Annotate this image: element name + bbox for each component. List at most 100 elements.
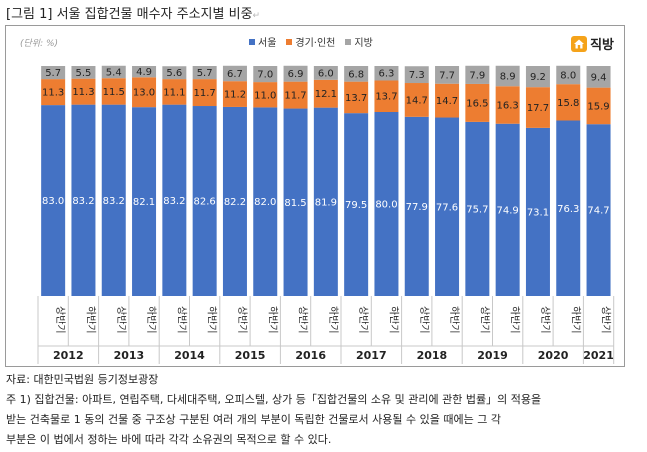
legend-label-other: 지방: [354, 38, 373, 49]
data-label-seoul: 77.6: [436, 202, 458, 213]
bar-segment-other: [556, 65, 581, 85]
bar-segment-gyeonggi: [495, 86, 520, 124]
bar-segment-seoul: [71, 104, 96, 296]
bar-segment-gyeonggi: [41, 79, 66, 106]
category-label: 상반기: [54, 306, 66, 334]
paragraph-mark: ↵: [252, 11, 261, 21]
data-label-other: 6.3: [378, 69, 394, 80]
bar-segment-seoul: [132, 107, 157, 296]
legend-item-other: 지방: [345, 34, 373, 49]
bar-segment-seoul: [556, 120, 581, 296]
data-label-other: 9.2: [530, 72, 546, 83]
data-label-other: 5.7: [45, 68, 61, 79]
data-label-seoul: 76.3: [557, 204, 579, 215]
bar-segment-other: [162, 66, 187, 80]
legend-swatch-gyeonggi: [286, 38, 293, 45]
bar-segment-other: [525, 66, 550, 88]
bar-segment-seoul: [465, 121, 490, 296]
data-label-gyeonggi: 13.0: [133, 88, 155, 99]
bar-segment-seoul: [41, 105, 66, 296]
bar-segment-other: [586, 66, 611, 88]
bar-segment-gyeonggi: [313, 79, 338, 108]
category-label: 하반기: [84, 306, 97, 334]
data-label-seoul: 79.5: [345, 200, 367, 211]
data-label-other: 5.7: [197, 68, 213, 79]
category-label: 상반기: [478, 306, 490, 334]
data-label-gyeonggi: 16.3: [497, 100, 519, 111]
data-label-gyeonggi: 11.0: [254, 90, 276, 101]
bar-segment-gyeonggi: [404, 83, 429, 117]
bar-chart: 83.0 11.3 5.7 상반기 83.2 11.3 5.5 하반기 83.2 11.5 5.4 상…: [37, 65, 615, 364]
bar-segment-gyeonggi: [586, 87, 611, 125]
bar-segment-other: [132, 66, 157, 78]
bar-segment-seoul: [162, 104, 187, 296]
data-label-other: 6.8: [348, 69, 364, 80]
legend-item-gyeonggi: 경기·인천: [286, 34, 335, 49]
data-label-other: 9.4: [591, 72, 607, 83]
year-label: 2021: [583, 349, 614, 362]
category-label: 하반기: [206, 306, 219, 334]
legend-label-gyeonggi: 경기·인천: [295, 38, 336, 49]
data-label-seoul: 83.2: [103, 196, 125, 207]
data-label-gyeonggi: 14.7: [436, 96, 458, 107]
bar-segment-gyeonggi: [525, 87, 550, 128]
bar-segment-other: [435, 66, 460, 84]
data-label-other: 6.9: [288, 69, 304, 80]
bar-segment-gyeonggi: [132, 77, 157, 108]
data-label-seoul: 74.9: [497, 205, 519, 216]
data-label-other: 5.4: [106, 67, 122, 78]
bar-segment-seoul: [344, 113, 369, 297]
bar-segment-other: [41, 66, 66, 80]
data-label-other: 5.5: [75, 68, 91, 79]
bar-segment-seoul: [435, 117, 460, 297]
data-label-gyeonggi: 15.9: [587, 101, 609, 112]
bar-segment-gyeonggi: [374, 80, 399, 112]
year-label: 2017: [356, 349, 387, 362]
legend-swatch-seoul: [249, 38, 255, 45]
category-label: 상반기: [357, 306, 369, 334]
category-label: 상반기: [600, 306, 612, 334]
bar-segment-gyeonggi: [465, 83, 490, 122]
data-label-other: 8.9: [500, 72, 516, 83]
category-label: 하반기: [327, 306, 340, 334]
bar-segment-seoul: [525, 127, 550, 297]
data-label-other: 7.9: [469, 70, 485, 81]
brand-name: 직방: [590, 38, 614, 53]
bar-segment-gyeonggi: [192, 79, 217, 107]
category-label: 하반기: [266, 306, 279, 334]
data-label-gyeonggi: 14.7: [406, 95, 428, 106]
year-label: 2012: [53, 349, 84, 362]
footnote-line-3: 부분은 이 법에서 정하는 바에 따라 각각 소유권의 목적으로 할 수 있다.: [6, 433, 332, 446]
data-label-other: 7.3: [409, 70, 425, 81]
bar-segment-other: [404, 66, 429, 84]
bar-segment-gyeonggi: [556, 84, 581, 121]
house-logo-icon: [571, 35, 588, 52]
bar-segment-other: [465, 65, 490, 84]
data-label-other: 5.6: [166, 68, 182, 79]
year-label: 2018: [417, 349, 448, 362]
data-label-gyeonggi: 13.7: [375, 92, 397, 103]
year-label: 2019: [477, 349, 508, 362]
data-label-seoul: 82.6: [194, 197, 216, 208]
data-label-seoul: 80.0: [375, 200, 397, 211]
category-label: 하반기: [387, 306, 400, 334]
source-note: 자료: 대한민국법원 등기정보광장: [6, 373, 159, 386]
bar-segment-gyeonggi: [162, 79, 187, 105]
bar-segment-seoul: [283, 108, 308, 296]
data-label-seoul: 82.1: [133, 197, 155, 208]
bar-segment-seoul: [253, 107, 278, 297]
data-label-gyeonggi: 11.7: [194, 88, 216, 99]
category-label: 상반기: [175, 306, 187, 334]
brand-logo: 직방: [571, 34, 614, 53]
footnote-line-2: 받는 건축물로 1 동의 건물 중 구조상 구분된 여러 개의 부분이 독립한 …: [6, 413, 501, 426]
bar-segment-gyeonggi: [222, 81, 247, 107]
year-label: 2013: [114, 349, 145, 362]
category-label: 하반기: [509, 306, 522, 334]
legend-swatch-other: [345, 38, 352, 45]
data-label-other: 6.0: [318, 68, 334, 79]
data-label-gyeonggi: 11.5: [103, 87, 125, 98]
bar-segment-gyeonggi: [101, 78, 126, 105]
category-label: 하반기: [448, 306, 461, 334]
bar-segment-other: [313, 66, 338, 80]
year-label: 2020: [538, 349, 569, 362]
